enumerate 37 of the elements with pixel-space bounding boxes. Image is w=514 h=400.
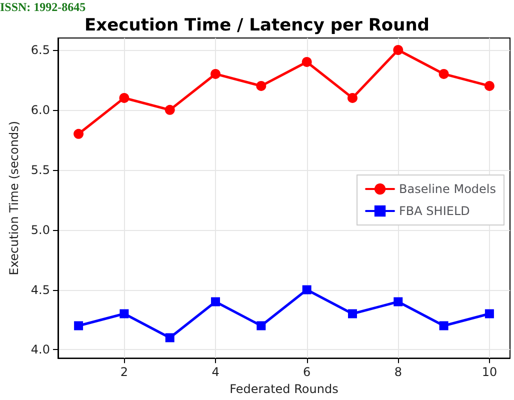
x-tick-label: 4 — [212, 365, 220, 380]
y-tick-label: 5.5 — [30, 162, 50, 177]
y-axis-title: Execution Time (seconds) — [7, 120, 21, 276]
point — [302, 56, 312, 67]
point — [210, 68, 221, 79]
point — [74, 128, 84, 139]
point — [393, 44, 404, 55]
y-tick-label: 4.0 — [30, 342, 50, 357]
x-axis-title: Federated Rounds — [230, 382, 338, 396]
y-tick-label: 5.0 — [30, 222, 50, 237]
x-tick-label: 2 — [120, 365, 128, 380]
point — [348, 309, 357, 318]
point — [119, 92, 130, 103]
point — [439, 321, 448, 330]
point — [394, 297, 403, 306]
chart-title: Execution Time / Latency per Round — [84, 16, 430, 36]
point — [211, 297, 220, 306]
y-tick-label: 4.5 — [30, 282, 50, 297]
point — [438, 68, 449, 79]
y-tick-label: 6.5 — [30, 42, 50, 57]
point — [165, 333, 174, 342]
point — [302, 285, 312, 294]
point — [347, 92, 358, 103]
point — [484, 309, 494, 318]
point — [120, 309, 129, 318]
legend-label: FBA SHIELD — [399, 204, 470, 218]
point — [74, 321, 84, 330]
text: ISSN: 1992-8645 — [0, 0, 86, 14]
y-tick-label: 6.0 — [30, 102, 50, 117]
x-tick-label: 10 — [482, 365, 498, 380]
point — [484, 80, 494, 91]
legend-label: Baseline Models — [399, 182, 496, 196]
point — [256, 80, 266, 91]
point — [256, 321, 266, 330]
x-tick-label: 6 — [303, 365, 311, 380]
point — [164, 104, 175, 115]
x-tick-label: 8 — [394, 365, 402, 380]
